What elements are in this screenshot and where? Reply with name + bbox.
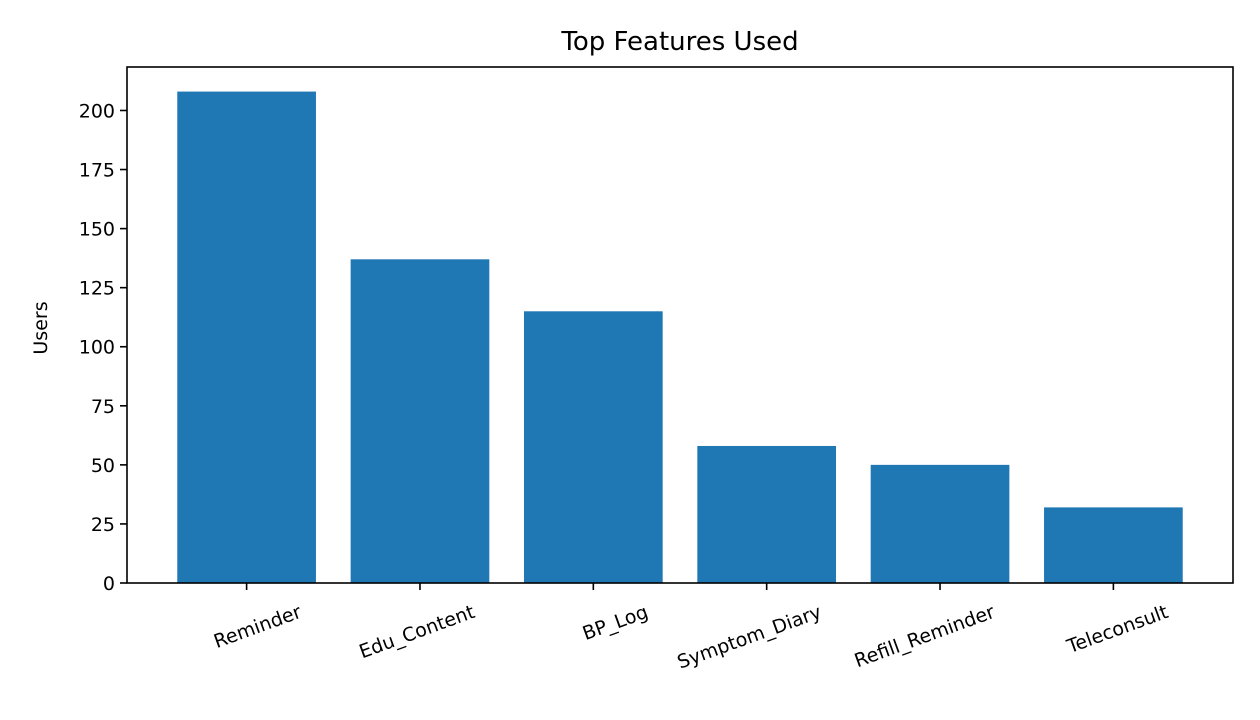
y-tick-label: 175 [79, 160, 115, 182]
y-tick-label: 75 [91, 396, 115, 418]
y-tick-label: 0 [103, 573, 115, 595]
plot-frame [126, 66, 1234, 584]
y-axis-ticks: 0 25 50 75 100 125 150 175 200 [79, 100, 127, 595]
y-tick-label: 125 [79, 278, 115, 300]
x-tick-label: Refill_Reminder [852, 601, 998, 672]
y-axis-label: Users [30, 301, 52, 354]
bar-bp-log [523, 311, 663, 583]
y-tick-label: 200 [79, 100, 115, 122]
y-tick-label: 150 [79, 219, 115, 241]
bar-symptom-diary [697, 445, 837, 583]
chart-title: Top Features Used [560, 27, 798, 57]
bar-refill-reminder [870, 464, 1010, 583]
x-axis-ticks: Reminder Edu_Content BP_Log Symptom_Diary Re… [211, 583, 1171, 674]
bar-teleconsult [1044, 507, 1183, 583]
bar-edu-content [350, 259, 490, 583]
bars-group [177, 91, 1183, 584]
x-tick-label: Reminder [211, 601, 305, 653]
bar-reminder [177, 91, 316, 584]
y-tick-label: 25 [91, 514, 115, 536]
x-tick-label: BP_Log [580, 601, 651, 645]
y-tick-label: 100 [79, 337, 115, 359]
x-tick-label: Teleconsult [1063, 601, 1171, 658]
x-tick-label: Edu_Content [356, 601, 477, 663]
y-tick-label: 50 [91, 455, 115, 477]
x-tick-label: Symptom_Diary [674, 601, 824, 674]
